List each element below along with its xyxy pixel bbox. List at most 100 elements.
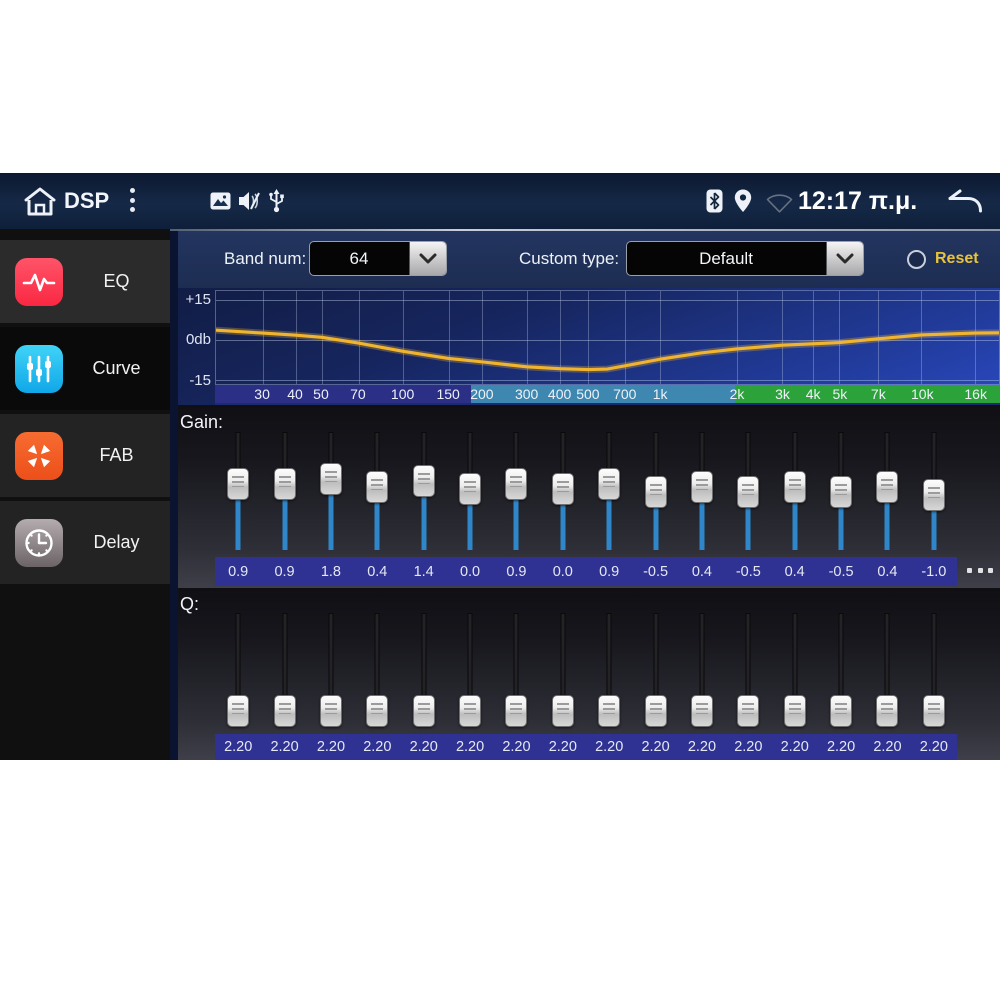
gain-slider-thumb[interactable]: [319, 463, 342, 496]
sidebar-item-label: FAB: [99, 445, 134, 465]
slider-fill: [421, 481, 427, 550]
slider-fill: [328, 479, 334, 550]
gain-slider-thumb[interactable]: [876, 470, 899, 503]
slider-fill: [235, 484, 241, 550]
q-slider-thumb[interactable]: [551, 695, 574, 727]
gain-slider-thumb[interactable]: [505, 468, 528, 501]
band-num-dropdown[interactable]: 64: [309, 241, 447, 276]
gridline: [482, 291, 484, 384]
q-slider-thumb[interactable]: [737, 695, 760, 727]
sidebar-item-curve[interactable]: Curve: [0, 327, 170, 410]
reset-radio[interactable]: [907, 250, 926, 269]
gain-slider-thumb[interactable]: [690, 470, 713, 503]
sidebar-item-eq[interactable]: EQ: [0, 240, 170, 323]
q-slider[interactable]: [818, 609, 864, 729]
q-slider-thumb[interactable]: [459, 695, 482, 727]
reset-label[interactable]: Reset: [935, 250, 979, 267]
gain-slider[interactable]: [725, 428, 771, 552]
sidebar-item-delay[interactable]: Delay: [0, 501, 170, 584]
gridline: [974, 291, 976, 384]
q-slider[interactable]: [308, 609, 354, 729]
gain-slider-thumb[interactable]: [598, 468, 621, 501]
frequency-tick-label: 4k: [805, 386, 821, 402]
gain-slider-thumb[interactable]: [783, 470, 806, 503]
q-slider-thumb[interactable]: [876, 695, 899, 727]
q-slider[interactable]: [215, 609, 261, 729]
gain-value: 0.4: [367, 563, 388, 580]
back-icon[interactable]: [946, 189, 984, 215]
q-value: 2.20: [548, 739, 577, 755]
gain-slider-thumb[interactable]: [737, 475, 760, 508]
q-slider[interactable]: [679, 609, 725, 729]
gain-slider[interactable]: [447, 428, 493, 552]
q-slider[interactable]: [540, 609, 586, 729]
overflow-menu-icon[interactable]: [130, 188, 135, 212]
gain-slider[interactable]: [215, 428, 261, 552]
q-slider-thumb[interactable]: [227, 695, 250, 727]
gain-slider[interactable]: [401, 428, 447, 552]
gain-slider[interactable]: [540, 428, 586, 552]
gain-slider[interactable]: [308, 428, 354, 552]
gain-section: Gain: 0.9 0.9 1.8 0.4 1.4 0.0 0.9 0.0 0.9 -0.5 0.4…: [178, 405, 1000, 588]
q-slider-thumb[interactable]: [412, 695, 435, 727]
frequency-tick-label: 30: [254, 386, 270, 402]
q-slider-thumb[interactable]: [783, 695, 806, 727]
q-slider-thumb[interactable]: [598, 695, 621, 727]
chevron-down-icon[interactable]: [826, 242, 863, 275]
q-slider[interactable]: [401, 609, 447, 729]
q-slider[interactable]: [725, 609, 771, 729]
gain-slider[interactable]: [261, 428, 307, 552]
q-slider-thumb[interactable]: [505, 695, 528, 727]
custom-type-dropdown[interactable]: Default: [626, 241, 864, 276]
q-slider-thumb[interactable]: [830, 695, 853, 727]
gain-slider-thumb[interactable]: [366, 470, 389, 503]
gain-slider[interactable]: [864, 428, 910, 552]
q-slider-thumb[interactable]: [366, 695, 389, 727]
q-slider-thumb[interactable]: [644, 695, 667, 727]
gain-slider-thumb[interactable]: [459, 473, 482, 505]
home-icon[interactable]: [22, 186, 58, 217]
gain-slider[interactable]: [911, 428, 957, 552]
gain-slider-thumb[interactable]: [551, 473, 574, 505]
chevron-down-icon[interactable]: [409, 242, 446, 275]
gain-slider-thumb[interactable]: [644, 475, 667, 508]
q-slider-thumb[interactable]: [319, 695, 342, 727]
q-slider[interactable]: [911, 609, 957, 729]
q-slider[interactable]: [632, 609, 678, 729]
frequency-tick-label: 1k: [652, 386, 668, 402]
gain-slider[interactable]: [493, 428, 539, 552]
gain-slider[interactable]: [772, 428, 818, 552]
q-slider-thumb[interactable]: [690, 695, 713, 727]
q-slider[interactable]: [586, 609, 632, 729]
gain-value: 0.0: [459, 563, 481, 580]
gain-slider[interactable]: [632, 428, 678, 552]
gain-slider[interactable]: [679, 428, 725, 552]
q-slider[interactable]: [447, 609, 493, 729]
gain-slider-thumb[interactable]: [412, 465, 435, 498]
sidebar-item-fab[interactable]: FAB: [0, 414, 170, 497]
frequency-tick-label: 70: [350, 386, 366, 402]
q-values-strip: 2.20 2.20 2.20 2.20 2.20 2.20 2.20 2.20 2.20 2.20…: [215, 734, 957, 760]
frequency-tick-label: 400: [547, 386, 572, 402]
more-button[interactable]: [967, 568, 993, 573]
band-segment: [470, 385, 735, 403]
q-slider[interactable]: [864, 609, 910, 729]
q-slider[interactable]: [493, 609, 539, 729]
gain-slider-thumb[interactable]: [830, 475, 853, 508]
gain-slider[interactable]: [818, 428, 864, 552]
bluetooth-icon: [706, 189, 723, 213]
gain-slider[interactable]: [354, 428, 400, 552]
gain-slider[interactable]: [586, 428, 632, 552]
q-slider-thumb[interactable]: [273, 695, 296, 727]
gain-slider-thumb[interactable]: [273, 468, 296, 501]
waveform-icon: [15, 257, 63, 306]
gain-value: 0.4: [877, 563, 898, 580]
q-slider[interactable]: [354, 609, 400, 729]
gridline: [262, 291, 264, 384]
gain-value: 0.4: [784, 563, 805, 580]
q-slider[interactable]: [261, 609, 307, 729]
gain-slider-thumb[interactable]: [922, 478, 945, 511]
q-slider[interactable]: [772, 609, 818, 729]
q-slider-thumb[interactable]: [922, 695, 945, 727]
gain-slider-thumb[interactable]: [227, 468, 250, 501]
